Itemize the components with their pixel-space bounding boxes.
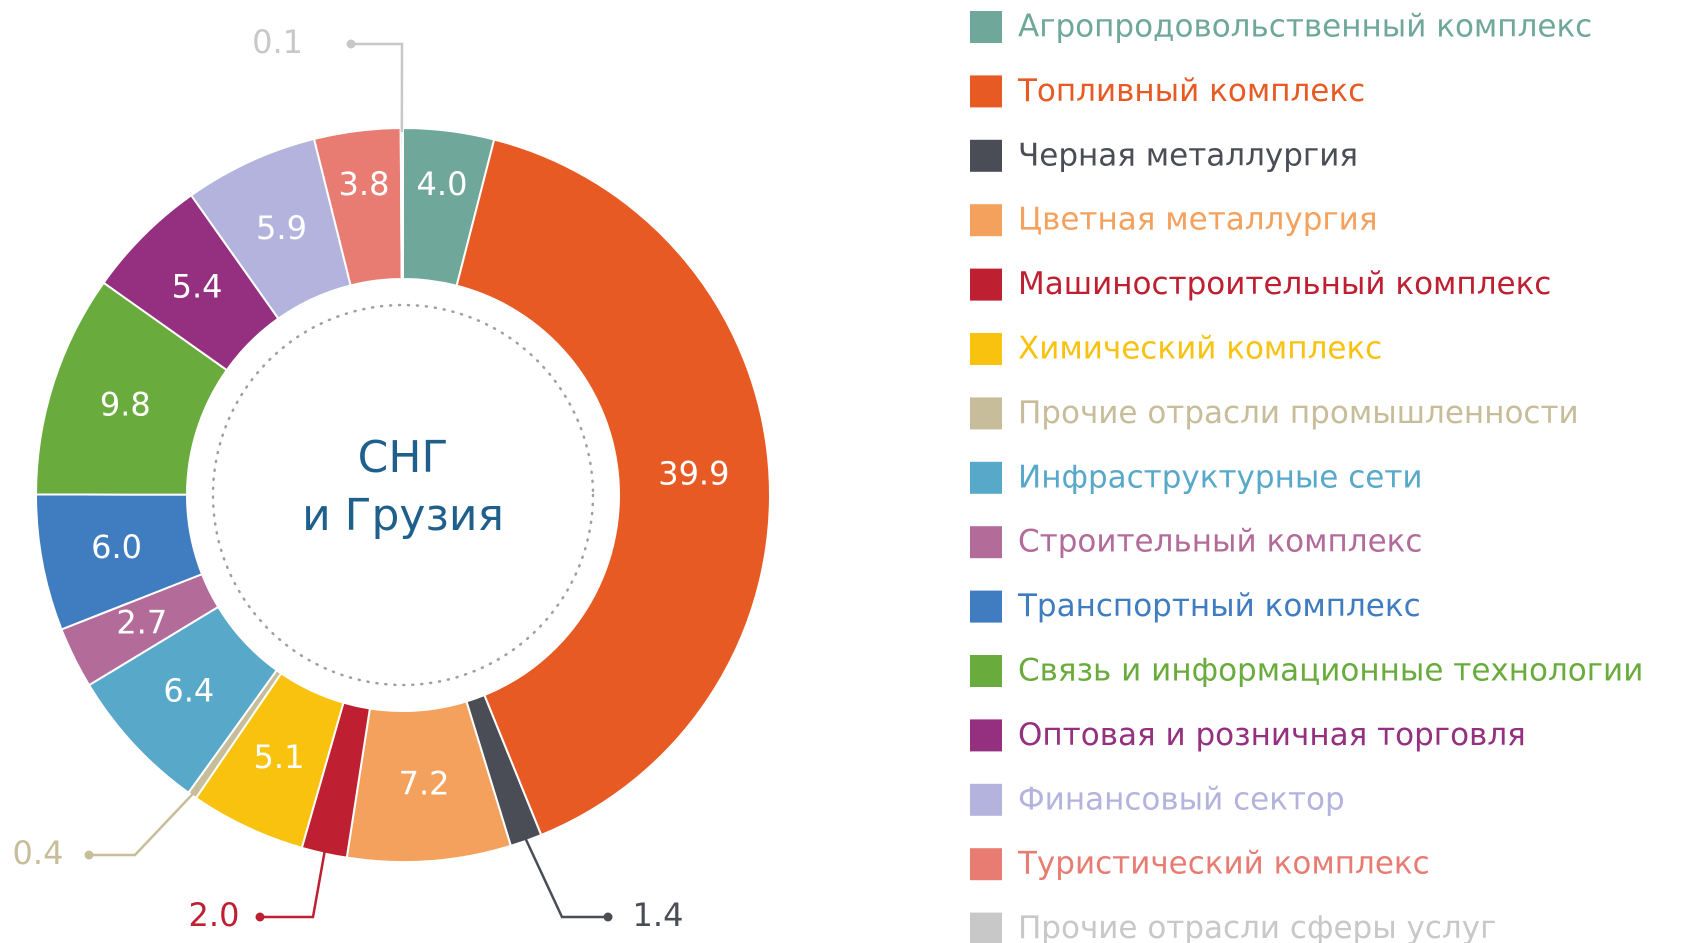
legend-swatch <box>970 268 1002 301</box>
legend-label: Цветная металлургия <box>1018 202 1377 238</box>
legend-label: Машиностроительный комплекс <box>1018 266 1551 302</box>
value-label: 5.1 <box>254 738 305 776</box>
legend-swatch <box>970 719 1002 752</box>
legend-label: Туристический комплекс <box>1017 846 1430 882</box>
value-label: 1.4 <box>633 896 684 934</box>
legend-label: Строительный комплекс <box>1018 524 1422 560</box>
legend-label: Черная металлургия <box>1018 137 1358 173</box>
value-label: 0.1 <box>252 23 303 61</box>
legend-label: Инфраструктурные сети <box>1018 459 1423 495</box>
leader-dot <box>84 850 94 860</box>
legend-swatch <box>970 848 1002 881</box>
legend-swatch <box>970 397 1002 430</box>
legend-swatch <box>970 783 1002 816</box>
legend-swatch <box>970 333 1002 365</box>
value-label: 6.0 <box>91 528 142 566</box>
legend-label: Агропродовольственный комплекс <box>1018 9 1592 45</box>
legend-swatch <box>970 526 1002 559</box>
segment <box>455 138 771 837</box>
center-label: СНГ <box>358 432 449 483</box>
legend-swatch <box>970 11 1002 43</box>
legend-swatch <box>970 461 1002 494</box>
legend-label: Транспортный комплекс <box>1017 588 1421 624</box>
value-label: 9.8 <box>100 385 151 423</box>
legend-label: Химический комплекс <box>1018 331 1382 367</box>
legend-swatch <box>970 655 1002 687</box>
center-label: и Грузия <box>302 490 504 541</box>
leader-line <box>523 836 608 919</box>
value-label: 5.9 <box>256 209 307 247</box>
legend-swatch <box>970 204 1002 237</box>
value-label: 0.4 <box>13 834 64 872</box>
leader-dot <box>346 39 356 49</box>
legend-swatch <box>970 912 1002 943</box>
value-label: 39.9 <box>658 454 729 492</box>
legend-label: Прочие отрасли сферы услуг <box>1018 910 1496 943</box>
legend-label: Оптовая и розничная торговля <box>1018 717 1526 753</box>
leader-dot <box>603 912 613 922</box>
leader-line <box>351 42 404 133</box>
legend-label: Связь и информационные технологии <box>1018 653 1643 689</box>
leader-line <box>89 791 196 857</box>
value-label: 3.8 <box>339 165 390 203</box>
value-label: 2.7 <box>116 603 167 641</box>
inner-dots <box>211 303 595 687</box>
legend-label: Прочие отрасли промышленности <box>1018 395 1579 431</box>
legend-label: Топливный комплекс <box>1017 73 1365 109</box>
legend-label: Финансовый сектор <box>1018 781 1345 817</box>
value-label: 2.0 <box>189 896 240 934</box>
legend-swatch <box>970 590 1002 623</box>
value-label: 4.0 <box>417 165 468 203</box>
leader-line <box>260 849 327 919</box>
value-label: 6.4 <box>163 672 214 710</box>
legend-swatch <box>970 139 1002 172</box>
legend-swatch <box>970 75 1002 108</box>
value-label: 5.4 <box>172 268 223 306</box>
leader-dot <box>255 912 265 922</box>
value-label: 7.2 <box>399 765 450 803</box>
segment <box>399 126 404 281</box>
